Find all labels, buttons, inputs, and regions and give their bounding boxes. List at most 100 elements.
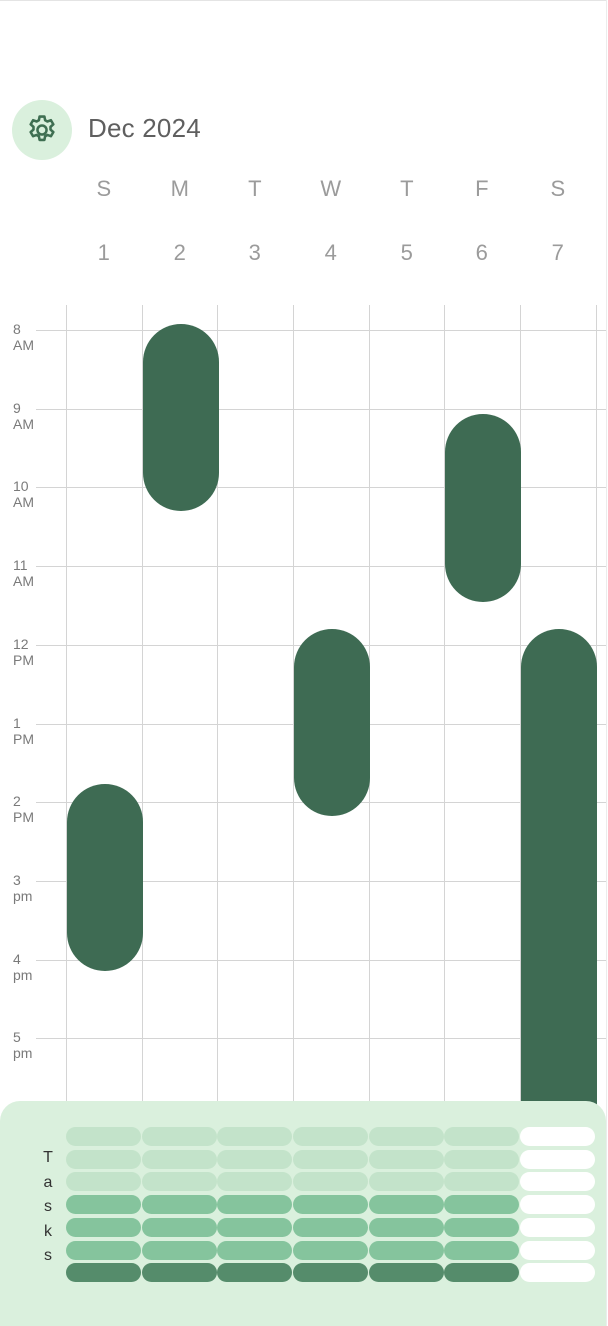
task-cell[interactable] — [444, 1263, 519, 1283]
task-cell[interactable] — [217, 1172, 292, 1192]
task-cell[interactable] — [369, 1263, 444, 1283]
calendar-event[interactable] — [142, 323, 219, 511]
hour-label: 3 pm — [13, 872, 33, 904]
task-cell[interactable] — [142, 1172, 217, 1192]
task-cell[interactable] — [142, 1240, 217, 1260]
task-cell[interactable] — [520, 1263, 595, 1283]
hour-gridline — [36, 330, 606, 331]
task-cell[interactable] — [217, 1240, 292, 1260]
calendar-event[interactable] — [520, 629, 597, 1105]
hour-label: 5 pm — [13, 1029, 33, 1061]
task-cell[interactable] — [142, 1263, 217, 1283]
day-column-divider — [444, 305, 445, 1105]
task-cell[interactable] — [66, 1217, 141, 1237]
task-cell[interactable] — [369, 1149, 444, 1169]
day-column-divider — [66, 305, 67, 1105]
task-cell[interactable] — [217, 1263, 292, 1283]
task-cell[interactable] — [369, 1195, 444, 1215]
task-cell[interactable] — [293, 1149, 368, 1169]
hour-gridline — [36, 1038, 606, 1039]
task-cell[interactable] — [217, 1195, 292, 1215]
weekday-label: S — [550, 176, 566, 201]
hour-label: 4 pm — [13, 951, 33, 983]
task-cell[interactable] — [66, 1263, 141, 1283]
month-title: Dec 2024 — [88, 113, 201, 143]
task-cell[interactable] — [217, 1217, 292, 1237]
task-cell[interactable] — [142, 1127, 217, 1146]
task-cell[interactable] — [142, 1195, 217, 1215]
weekday-label: F — [475, 176, 489, 201]
hour-gridline — [36, 960, 606, 961]
right-border — [606, 0, 607, 1326]
task-cell[interactable] — [293, 1263, 368, 1283]
task-cell[interactable] — [293, 1127, 368, 1146]
hour-label: 1 PM — [13, 715, 34, 747]
task-cell[interactable] — [66, 1195, 141, 1215]
hour-label: 2 PM — [13, 793, 34, 825]
task-cell[interactable] — [66, 1240, 141, 1260]
task-cell[interactable] — [66, 1172, 141, 1192]
task-cell[interactable] — [520, 1127, 595, 1146]
date-number[interactable]: 6 — [475, 240, 488, 265]
day-column-divider — [142, 305, 143, 1105]
day-column-divider — [217, 305, 218, 1105]
calendar-event[interactable] — [66, 784, 143, 972]
task-cell[interactable] — [293, 1240, 368, 1260]
tasks-label-letter: a — [43, 1173, 53, 1191]
date-number[interactable]: 5 — [400, 240, 413, 265]
top-border — [0, 0, 606, 1]
task-cell[interactable] — [369, 1127, 444, 1146]
task-cell[interactable] — [293, 1217, 368, 1237]
task-cell[interactable] — [520, 1240, 595, 1260]
date-number[interactable]: 1 — [97, 240, 110, 265]
task-cell[interactable] — [293, 1172, 368, 1192]
settings-button[interactable] — [12, 100, 72, 160]
task-cell[interactable] — [444, 1149, 519, 1169]
task-cell[interactable] — [444, 1195, 519, 1215]
gear-icon — [29, 115, 55, 142]
task-cell[interactable] — [66, 1127, 141, 1146]
task-cell[interactable] — [142, 1217, 217, 1237]
hour-gridline — [36, 881, 606, 882]
calendar-event[interactable] — [444, 414, 521, 602]
weekday-label: T — [248, 176, 262, 201]
date-number[interactable]: 7 — [551, 240, 564, 265]
task-cell[interactable] — [520, 1172, 595, 1192]
task-cell[interactable] — [217, 1127, 292, 1146]
hour-label: 10 AM — [13, 478, 34, 510]
task-cell[interactable] — [369, 1240, 444, 1260]
date-number[interactable]: 4 — [324, 240, 337, 265]
hour-label: 8 AM — [13, 321, 34, 353]
weekday-label: W — [320, 176, 342, 201]
weekday-label: S — [96, 176, 112, 201]
task-cell[interactable] — [444, 1217, 519, 1237]
date-number[interactable]: 2 — [173, 240, 186, 265]
day-column-divider — [596, 305, 597, 1105]
hour-gridline — [36, 487, 606, 488]
task-cell[interactable] — [217, 1149, 292, 1169]
hour-label: 9 AM — [13, 400, 34, 432]
task-cell[interactable] — [444, 1240, 519, 1260]
weekday-label: T — [400, 176, 414, 201]
task-cell[interactable] — [66, 1149, 141, 1169]
hour-gridline — [36, 409, 606, 410]
task-cell[interactable] — [444, 1172, 519, 1192]
task-cell[interactable] — [520, 1149, 595, 1169]
task-cell[interactable] — [520, 1195, 595, 1215]
task-cell[interactable] — [520, 1217, 595, 1237]
tasks-label-letter: s — [44, 1198, 52, 1215]
hour-gridline — [36, 566, 606, 567]
task-cell[interactable] — [369, 1217, 444, 1237]
day-column-divider — [369, 305, 370, 1105]
task-cell[interactable] — [444, 1127, 519, 1146]
date-number[interactable]: 3 — [248, 240, 261, 265]
tasks-label-letter: k — [44, 1222, 52, 1240]
task-cell[interactable] — [142, 1149, 217, 1169]
task-cell[interactable] — [293, 1195, 368, 1215]
tasks-label-letter: s — [44, 1247, 52, 1264]
weekday-label: M — [170, 176, 189, 201]
hour-label: 12 PM — [13, 636, 34, 668]
calendar-event[interactable] — [293, 629, 370, 817]
task-cell[interactable] — [369, 1172, 444, 1192]
